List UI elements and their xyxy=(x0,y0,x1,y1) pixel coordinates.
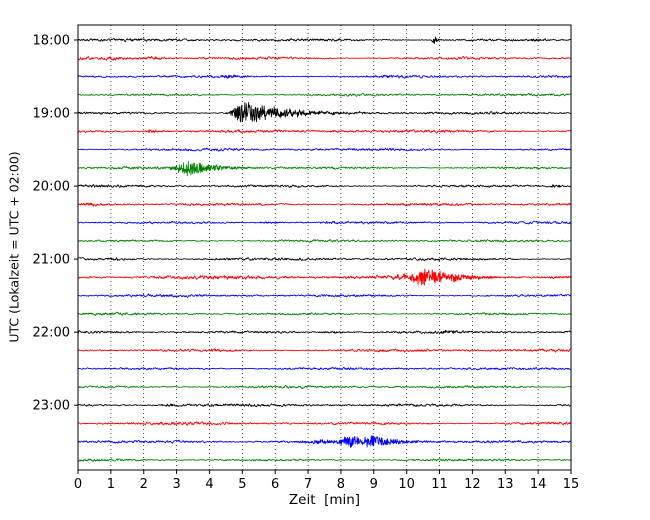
plot-border xyxy=(77,24,572,471)
seismogram-trace-row-17 xyxy=(77,348,572,353)
y-axis-label: UTC (Lokalzeit = UTC + 02:00) xyxy=(6,151,22,343)
seismogram-trace-21:00 xyxy=(77,257,572,262)
seismogram-trace-row-14 xyxy=(77,293,572,298)
x-tick-label: 14 xyxy=(530,477,547,492)
x-tick-label: 11 xyxy=(431,477,448,492)
x-tick-label: 15 xyxy=(563,477,580,492)
x-tick-label: 8 xyxy=(337,477,345,492)
x-tick-label: 9 xyxy=(370,477,378,492)
y-tick-label: 18:00 xyxy=(33,34,70,49)
seismogram-trace-row-11 xyxy=(77,239,572,243)
seismogram-trace-row-1 xyxy=(77,55,572,61)
seismogram-trace-row-10 xyxy=(77,220,572,225)
x-tick-label: 7 xyxy=(304,477,312,492)
seismogram-trace-row-6 xyxy=(77,147,572,152)
seismogram-trace-row-21 xyxy=(77,421,572,426)
x-tick-label: 6 xyxy=(271,477,279,492)
x-tick-label: 13 xyxy=(497,477,514,492)
seismogram-trace-row-2 xyxy=(77,74,572,79)
y-tick-label: 22:00 xyxy=(33,326,70,341)
seismogram-trace-row-19 xyxy=(77,384,572,390)
seismogram-trace-row-9 xyxy=(77,202,572,207)
seismogram-trace-row-3 xyxy=(77,92,572,97)
y-tick-label: 20:00 xyxy=(33,180,70,195)
seismogram-trace-18:00 xyxy=(77,36,572,44)
seismogram-trace-22:00 xyxy=(77,329,572,335)
seismogram-trace-row-7 xyxy=(77,160,572,177)
x-tick-label: 12 xyxy=(464,477,481,492)
x-tick-label: 10 xyxy=(398,477,415,492)
seismogram-trace-23:00 xyxy=(77,403,572,408)
x-axis-label: Zeit [min] xyxy=(288,492,361,508)
seismogram-trace-row-23 xyxy=(77,458,572,462)
x-tick-label: 2 xyxy=(140,477,148,492)
y-tick-label: 21:00 xyxy=(33,253,70,268)
seismogram-trace-row-5 xyxy=(77,129,572,134)
seismogram-trace-row-15 xyxy=(77,311,572,316)
seismogram-trace-row-22 xyxy=(77,435,572,448)
y-tick-label: 23:00 xyxy=(33,399,70,414)
x-tick-label: 5 xyxy=(238,477,246,492)
seismogram-trace-row-13 xyxy=(77,268,572,286)
seismogram-trace-20:00 xyxy=(77,184,572,189)
seismogram-trace-19:00 xyxy=(77,102,572,123)
x-tick-label: 4 xyxy=(205,477,213,492)
x-tick-label: 0 xyxy=(74,477,82,492)
seismogram-trace-row-18 xyxy=(77,366,572,371)
x-tick-label: 3 xyxy=(172,477,180,492)
y-tick-label: 19:00 xyxy=(33,107,70,122)
x-tick-label: 1 xyxy=(107,477,115,492)
